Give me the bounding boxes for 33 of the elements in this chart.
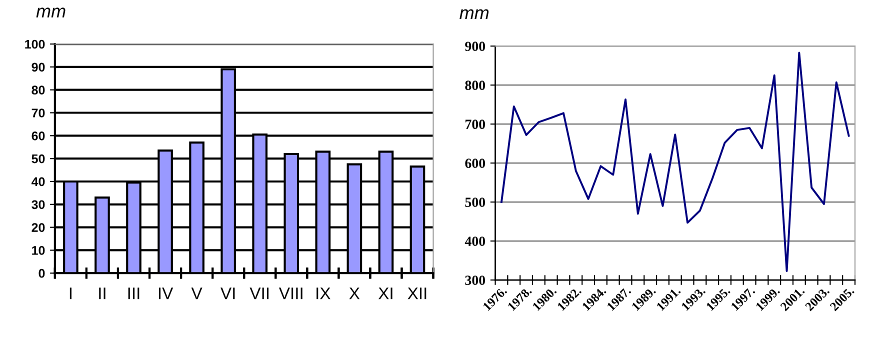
y-tick-label: 40 [31,177,45,186]
y-tick-label: 800 [465,80,486,90]
x-tick-label: VII [250,288,269,300]
y-tick-label: 600 [465,158,486,168]
y-tick-label: 10 [32,246,45,255]
y-tick-label: 20 [32,223,45,232]
y-tick-label: 400 [464,236,486,246]
y-tick-label: 50 [32,154,45,164]
y-tick-label: 30 [32,200,45,210]
y-tick-label: 70 [32,108,45,118]
y-tick-label: 60 [32,131,45,140]
y-tick-label: 500 [465,198,486,207]
x-tick-label: I [70,288,72,300]
x-tick-label: IX [316,288,330,300]
x-tick-label: VI [220,288,235,300]
y-tick-label: 80 [32,86,45,95]
x-tick-label: II [99,288,106,300]
y-tick-label: 700 [466,120,486,130]
y-tick-label: 0 [38,268,45,278]
x-tick-label: IV [158,288,174,300]
y-tick-label: 90 [32,62,45,72]
x-tick-label: V [191,288,202,300]
y-axis-title: mm [460,9,489,19]
x-tick-label: VIII [278,288,302,300]
x-tick-label: III [128,288,140,300]
x-tick-label: X [349,288,360,300]
y-axis-title: mm [36,8,66,18]
line-series [500,52,850,272]
x-tick-label: XI [378,288,392,300]
x-tick-label: XII [408,288,426,300]
y-tick-label: 100 [25,40,45,49]
y-tick-label: 900 [465,42,486,52]
y-tick-label: 300 [465,276,486,285]
